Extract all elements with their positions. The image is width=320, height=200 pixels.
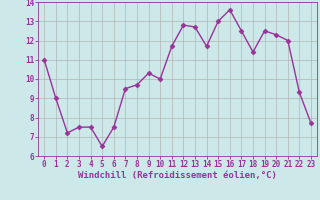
- X-axis label: Windchill (Refroidissement éolien,°C): Windchill (Refroidissement éolien,°C): [78, 171, 277, 180]
